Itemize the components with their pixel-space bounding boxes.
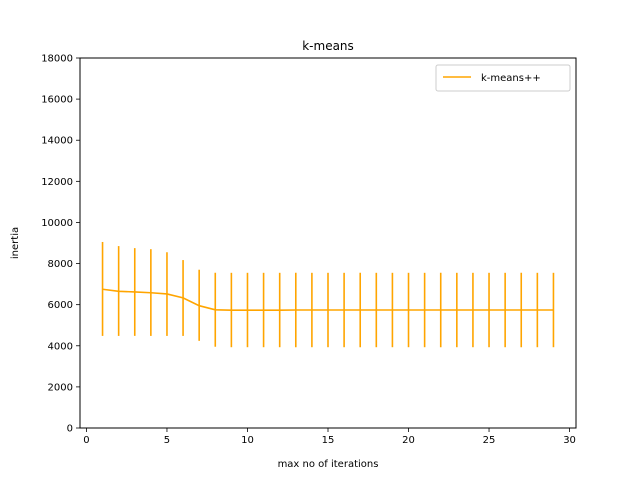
y-tick-label: 16000 xyxy=(41,95,73,106)
chart-title: k-means xyxy=(302,39,354,53)
x-tick-label: 30 xyxy=(563,435,576,446)
y-tick-label: 4000 xyxy=(48,341,73,352)
y-tick-label: 8000 xyxy=(48,259,73,270)
y-tick-label: 6000 xyxy=(48,300,73,311)
y-tick-label: 0 xyxy=(67,424,73,435)
series-line xyxy=(102,288,554,312)
y-tick-label: 18000 xyxy=(41,54,73,65)
y-axis-ticks: 0 2000 4000 6000 8000 10000 12000 14000 16000 180… xyxy=(41,54,80,435)
x-tick-label: 10 xyxy=(241,435,254,446)
legend: k-means++ xyxy=(435,64,571,92)
legend-box xyxy=(435,64,571,92)
x-axis-label: max no of iterations xyxy=(278,459,379,470)
x-tick-label: 0 xyxy=(83,435,89,446)
y-tick-label: 10000 xyxy=(41,218,73,229)
y-tick-label: 14000 xyxy=(41,136,73,147)
y-tick-label: 2000 xyxy=(48,382,73,393)
x-tick-label: 5 xyxy=(164,435,170,446)
x-tick-label: 15 xyxy=(322,435,335,446)
plot-marks xyxy=(101,241,555,348)
x-tick-label: 20 xyxy=(402,435,415,446)
legend-label-k-means-plus-plus: k-means++ xyxy=(481,73,541,84)
x-tick-label: 25 xyxy=(483,435,496,446)
y-axis-label: inertia xyxy=(10,227,21,259)
x-axis-ticks: 0 5 10 15 20 25 30 xyxy=(83,428,576,446)
y-tick-label: 12000 xyxy=(41,177,73,188)
